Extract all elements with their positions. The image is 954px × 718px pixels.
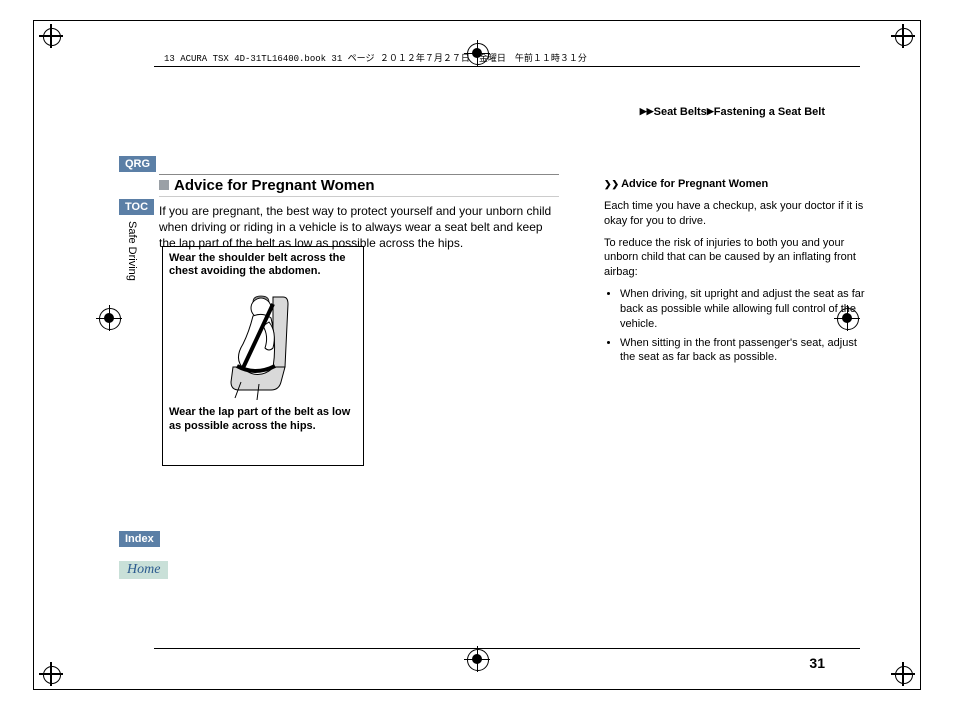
section-heading: Advice for Pregnant Women	[159, 174, 559, 197]
figure-caption-bottom: Wear the lap part of the belt as low as …	[169, 406, 357, 432]
registration-mark-icon	[464, 40, 490, 66]
notes-list-item: When sitting in the front passenger's se…	[620, 336, 874, 366]
breadcrumb-page: Fastening a Seat Belt	[714, 106, 825, 118]
figure-illustration	[169, 282, 357, 402]
nav-home-button[interactable]: Home	[119, 561, 168, 579]
nav-index-button[interactable]: Index	[119, 531, 160, 547]
body-paragraph: If you are pregnant, the best way to pro…	[159, 203, 559, 252]
registration-mark-icon	[834, 305, 860, 331]
breadcrumb-section: Seat Belts	[654, 106, 707, 118]
bottom-rule	[154, 648, 860, 649]
crop-mark-icon	[891, 662, 915, 686]
side-notes: ❯❯Advice for Pregnant Women Each time yo…	[604, 177, 874, 369]
doc-meta-line: 13 ACURA TSX 4D-31TL16400.book 31 ページ ２０…	[164, 51, 587, 64]
crop-mark-icon	[39, 24, 63, 48]
page-number: 31	[809, 655, 825, 671]
nav-toc-button[interactable]: TOC	[119, 199, 154, 215]
crop-mark-icon	[891, 24, 915, 48]
registration-mark-icon	[96, 305, 122, 331]
chapter-side-label: Safe Driving	[126, 221, 138, 281]
notes-paragraph-1: Each time you have a checkup, ask your d…	[604, 199, 874, 229]
breadcrumb-marker: ▶▶	[640, 106, 654, 117]
heading-square-icon	[159, 180, 169, 190]
nav-qrg-button[interactable]: QRG	[119, 156, 156, 172]
registration-mark-icon	[464, 646, 490, 672]
breadcrumb: ▶▶Seat Belts▶Fastening a Seat Belt	[640, 106, 825, 118]
crop-mark-icon	[39, 662, 63, 686]
heading-text: Advice for Pregnant Women	[174, 177, 375, 194]
notes-title-text: Advice for Pregnant Women	[621, 178, 768, 190]
notes-marker-icon: ❯❯	[604, 179, 619, 189]
notes-paragraph-2: To reduce the risk of injuries to both y…	[604, 236, 874, 281]
figure-box: Wear the shoulder belt across the chest …	[162, 246, 364, 466]
breadcrumb-sep: ▶	[707, 106, 714, 117]
top-rule	[154, 66, 860, 67]
page-frame: 13 ACURA TSX 4D-31TL16400.book 31 ページ ２０…	[33, 20, 921, 690]
notes-title: ❯❯Advice for Pregnant Women	[604, 177, 874, 192]
main-column: Advice for Pregnant Women If you are pre…	[159, 174, 559, 252]
figure-caption-top: Wear the shoulder belt across the chest …	[169, 252, 357, 278]
